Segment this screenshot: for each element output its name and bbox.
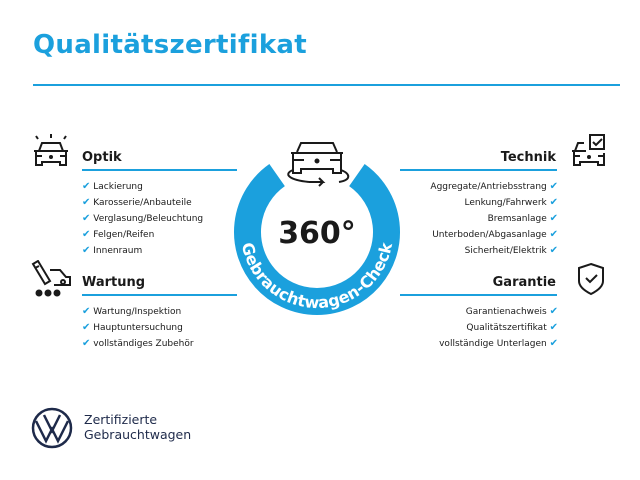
check-icon: ✔ xyxy=(549,181,558,192)
360-label: 360° xyxy=(278,216,356,251)
list-item: ✔ vollständiges Zubehör xyxy=(82,338,194,349)
check-icon: ✔ xyxy=(549,338,558,349)
section-title-garantie: Garantie xyxy=(492,275,556,290)
list-item: Qualitätszertifikat ✔ xyxy=(466,322,558,333)
check-icon: ✔ xyxy=(82,322,91,333)
list-item: Unterboden/Abgasanlage ✔ xyxy=(432,229,558,240)
section-title-technik: Technik xyxy=(500,150,556,165)
list-item: Lenkung/Fahrwerk ✔ xyxy=(464,197,558,208)
car-lights-icon xyxy=(34,134,68,166)
check-icon: ✔ xyxy=(82,229,91,240)
vw-logo xyxy=(31,407,73,449)
check-icon: ✔ xyxy=(82,245,91,256)
list-item: ✔ Lackierung xyxy=(82,181,143,192)
optik-list: ✔ Lackierung ✔ Karosserie/Anbauteile ✔ V… xyxy=(82,179,203,259)
brand-text: Zertifizierte Gebrauchtwagen xyxy=(84,412,192,442)
list-item: ✔ Wartung/Inspektion xyxy=(82,306,182,317)
garantie-divider xyxy=(400,294,557,296)
check-icon: ✔ xyxy=(82,306,91,317)
check-icon: ✔ xyxy=(549,229,558,240)
check-icon: ✔ xyxy=(549,245,558,256)
optik-divider xyxy=(82,169,237,171)
wartung-divider xyxy=(82,294,237,296)
maintenance-icon xyxy=(31,260,71,297)
list-item: ✔ Karosserie/Anbauteile xyxy=(82,197,192,208)
check-icon: ✔ xyxy=(82,181,91,192)
check-icon: ✔ xyxy=(549,306,558,317)
ring-arc xyxy=(234,164,400,315)
list-item: vollständige Unterlagen ✔ xyxy=(439,338,558,349)
garantie-list: Garantienachweis ✔ Qualitätszertifikat ✔… xyxy=(439,304,558,352)
check-icon: ✔ xyxy=(549,213,558,224)
car-rotate-icon xyxy=(287,142,350,187)
check-360-badge: 360° Gebrauchtwagen-Check xyxy=(234,142,400,315)
check-icon: ✔ xyxy=(82,338,91,349)
check-icon: ✔ xyxy=(549,197,558,208)
check-icon: ✔ xyxy=(82,213,91,224)
check-icon: ✔ xyxy=(82,197,91,208)
list-item: ✔ Felgen/Reifen xyxy=(82,229,155,240)
list-item: Aggregate/Antriebsstrang ✔ xyxy=(430,181,558,192)
page-title: Qualitätszertifikat xyxy=(33,30,307,60)
wartung-list: ✔ Wartung/Inspektion ✔ Hauptuntersuchung… xyxy=(82,304,194,352)
shield-check-icon xyxy=(578,262,604,296)
list-item: Bremsanlage ✔ xyxy=(487,213,558,224)
technik-list: Aggregate/Antriebsstrang ✔ Lenkung/Fahrw… xyxy=(430,179,558,259)
list-item: ✔ Verglasung/Beleuchtung xyxy=(82,213,204,224)
check-icon: ✔ xyxy=(549,322,558,333)
list-item: ✔ Hauptuntersuchung xyxy=(82,322,183,333)
technik-divider xyxy=(400,169,557,171)
list-item: Sicherheit/Elektrik ✔ xyxy=(464,245,558,256)
list-item: Garantienachweis ✔ xyxy=(465,306,558,317)
car-checkbox-icon xyxy=(572,134,605,166)
section-title-wartung: Wartung xyxy=(82,275,146,290)
list-item: ✔ Innenraum xyxy=(82,245,143,256)
section-title-optik: Optik xyxy=(82,150,122,165)
title-divider xyxy=(33,84,620,86)
